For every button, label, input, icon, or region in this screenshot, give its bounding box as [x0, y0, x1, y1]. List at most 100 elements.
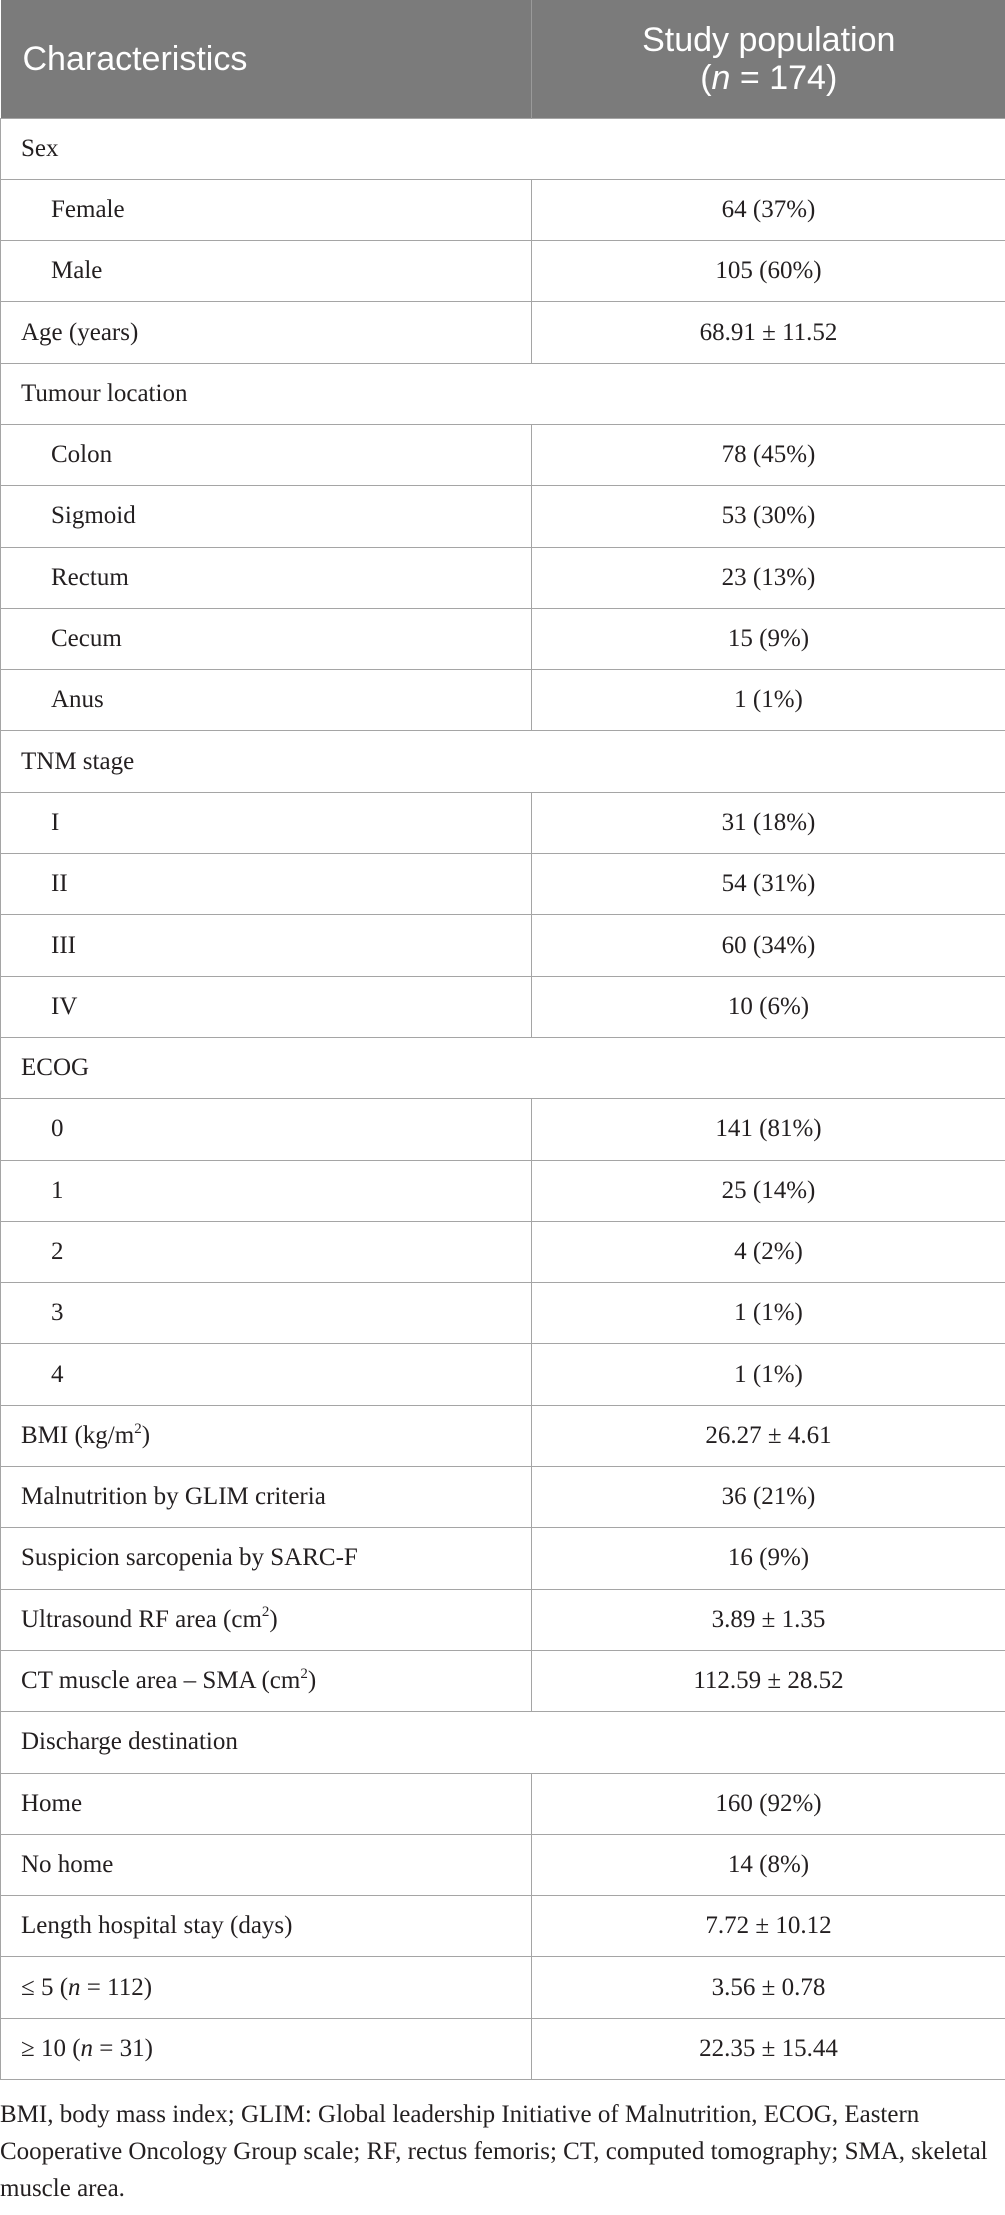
row-value: 26.27 ± 4.61	[531, 1404, 1005, 1468]
table-row: Discharge destination	[0, 1711, 1005, 1774]
ct-label-text: CT muscle area – SMA (cm	[21, 1667, 301, 1695]
row-label: 3	[0, 1282, 532, 1345]
row-label: Home	[0, 1772, 532, 1835]
row-value: 16 (9%)	[531, 1527, 1005, 1590]
row-label-bmi: BMI (kg/m2)	[0, 1404, 532, 1468]
table-row: Ultrasound RF area (cm2) 3.89 ± 1.35	[0, 1588, 1005, 1651]
table-header: Characteristics Study population (n = 17…	[0, 0, 1005, 118]
ge10-label-count: = 31)	[93, 2034, 153, 2062]
table-row: Female 64 (37%)	[0, 178, 1005, 242]
row-label: Sigmoid	[0, 485, 532, 548]
row-value: 25 (14%)	[531, 1159, 1005, 1222]
row-value: 68.91 ± 11.52	[531, 301, 1005, 364]
table-row: ≤ 5 (n = 112) 3.56 ± 0.78	[0, 1956, 1005, 2019]
row-label: Cecum	[0, 607, 532, 671]
table-body: Sex Female 64 (37%) Male 105 (60%) Age (…	[0, 117, 1005, 2081]
row-value: 3.56 ± 0.78	[531, 1956, 1005, 2019]
row-label: Female	[0, 178, 532, 242]
table-row: 1 25 (14%)	[0, 1159, 1005, 1222]
row-value: 60 (34%)	[531, 914, 1005, 977]
table-row: 4 1 (1%)	[0, 1343, 1005, 1406]
row-label-le5: ≤ 5 (n = 112)	[0, 1956, 532, 2019]
row-value: 4 (2%)	[531, 1220, 1005, 1284]
header-study-population-label: Study population	[642, 20, 896, 59]
le5-label-text: ≤ 5 (	[21, 1973, 69, 2001]
row-label: I	[0, 791, 532, 855]
ct-superscript: 2	[300, 1665, 308, 1682]
table-row: 0 141 (81%)	[0, 1098, 1005, 1161]
row-label: II	[0, 853, 532, 916]
table-row: BMI (kg/m2) 26.27 ± 4.61	[0, 1404, 1005, 1468]
table-row: Suspicion sarcopenia by SARC-F 16 (9%)	[0, 1527, 1005, 1590]
row-value: 64 (37%)	[531, 178, 1005, 242]
row-value: 105 (60%)	[531, 240, 1005, 303]
group-label-ecog: ECOG	[0, 1036, 1005, 1100]
row-value: 1 (1%)	[531, 669, 1005, 732]
header-study-population: Study population (n = 174)	[531, 0, 1005, 118]
row-label: Suspicion sarcopenia by SARC-F	[0, 1527, 532, 1590]
rf-label-close: )	[269, 1605, 278, 1633]
row-label: III	[0, 914, 532, 977]
row-label: 1	[0, 1159, 532, 1222]
table-row: Sex	[0, 117, 1005, 180]
group-label-tnm-stage: TNM stage	[0, 730, 1005, 793]
ge10-n-symbol: n	[80, 2034, 94, 2062]
row-label: No home	[0, 1833, 532, 1897]
row-value: 3.89 ± 1.35	[531, 1588, 1005, 1651]
header-n-symbol: n	[711, 58, 731, 97]
group-label-tumour-location: Tumour location	[0, 362, 1005, 425]
row-value: 7.72 ± 10.12	[531, 1895, 1005, 1958]
table-row: I 31 (18%)	[0, 791, 1005, 855]
row-value: 36 (21%)	[531, 1466, 1005, 1529]
row-value: 141 (81%)	[531, 1098, 1005, 1161]
table-row: CT muscle area – SMA (cm2) 112.59 ± 28.5…	[0, 1649, 1005, 1713]
row-value: 53 (30%)	[531, 485, 1005, 548]
row-label: Length hospital stay (days)	[0, 1895, 532, 1958]
table-row: 3 1 (1%)	[0, 1282, 1005, 1345]
group-label-discharge: Discharge destination	[0, 1711, 1005, 1774]
row-value: 10 (6%)	[531, 975, 1005, 1038]
table-row: Home 160 (92%)	[0, 1772, 1005, 1835]
table-row: ECOG	[0, 1036, 1005, 1100]
rf-superscript: 2	[261, 1604, 270, 1621]
row-value: 14 (8%)	[531, 1833, 1005, 1897]
row-label: Rectum	[0, 546, 532, 609]
table-row: TNM stage	[0, 730, 1005, 793]
row-label: Malnutrition by GLIM criteria	[0, 1466, 532, 1529]
row-label: IV	[0, 975, 532, 1038]
le5-n-symbol: n	[68, 1973, 81, 2001]
row-value: 1 (1%)	[531, 1282, 1005, 1345]
header-characteristics: Characteristics	[0, 0, 532, 118]
table-row: Length hospital stay (days) 7.72 ± 10.12	[0, 1895, 1005, 1958]
row-value: 23 (13%)	[531, 546, 1005, 609]
row-label: 0	[0, 1098, 532, 1161]
table-row: ≥ 10 (n = 31) 22.35 ± 15.44	[0, 2017, 1005, 2081]
row-value: 31 (18%)	[531, 791, 1005, 855]
ge10-label-text: ≥ 10 (	[21, 2034, 81, 2062]
table-row: Colon 78 (45%)	[0, 423, 1005, 487]
table-row: Sigmoid 53 (30%)	[0, 485, 1005, 548]
row-value: 54 (31%)	[531, 853, 1005, 916]
characteristics-table: Characteristics Study population (n = 17…	[0, 0, 1005, 2081]
row-label: Age (years)	[0, 301, 532, 364]
row-value: 112.59 ± 28.52	[531, 1649, 1005, 1713]
row-label-ge10: ≥ 10 (n = 31)	[0, 2017, 532, 2081]
row-value: 15 (9%)	[531, 607, 1005, 671]
table-row: Male 105 (60%)	[0, 240, 1005, 303]
table-row: Malnutrition by GLIM criteria 36 (21%)	[0, 1466, 1005, 1529]
table-row: IV 10 (6%)	[0, 975, 1005, 1038]
bmi-label-close: )	[141, 1421, 151, 1449]
row-label: 4	[0, 1343, 532, 1406]
group-label-sex: Sex	[0, 117, 1005, 180]
bmi-superscript: 2	[134, 1420, 142, 1437]
row-label: Anus	[0, 669, 532, 732]
table-row: 2 4 (2%)	[0, 1220, 1005, 1284]
row-label: Colon	[0, 423, 532, 487]
le5-label-count: = 112)	[80, 1973, 153, 2001]
table-row: II 54 (31%)	[0, 853, 1005, 916]
row-value: 22.35 ± 15.44	[531, 2017, 1005, 2081]
rf-label-text: Ultrasound RF area (cm	[21, 1605, 262, 1633]
bmi-label-text: BMI (kg/m	[21, 1421, 135, 1449]
table-footnote: BMI, body mass index; GLIM: Global leade…	[0, 2101, 988, 2202]
table-row: Age (years) 68.91 ± 11.52	[0, 301, 1005, 364]
